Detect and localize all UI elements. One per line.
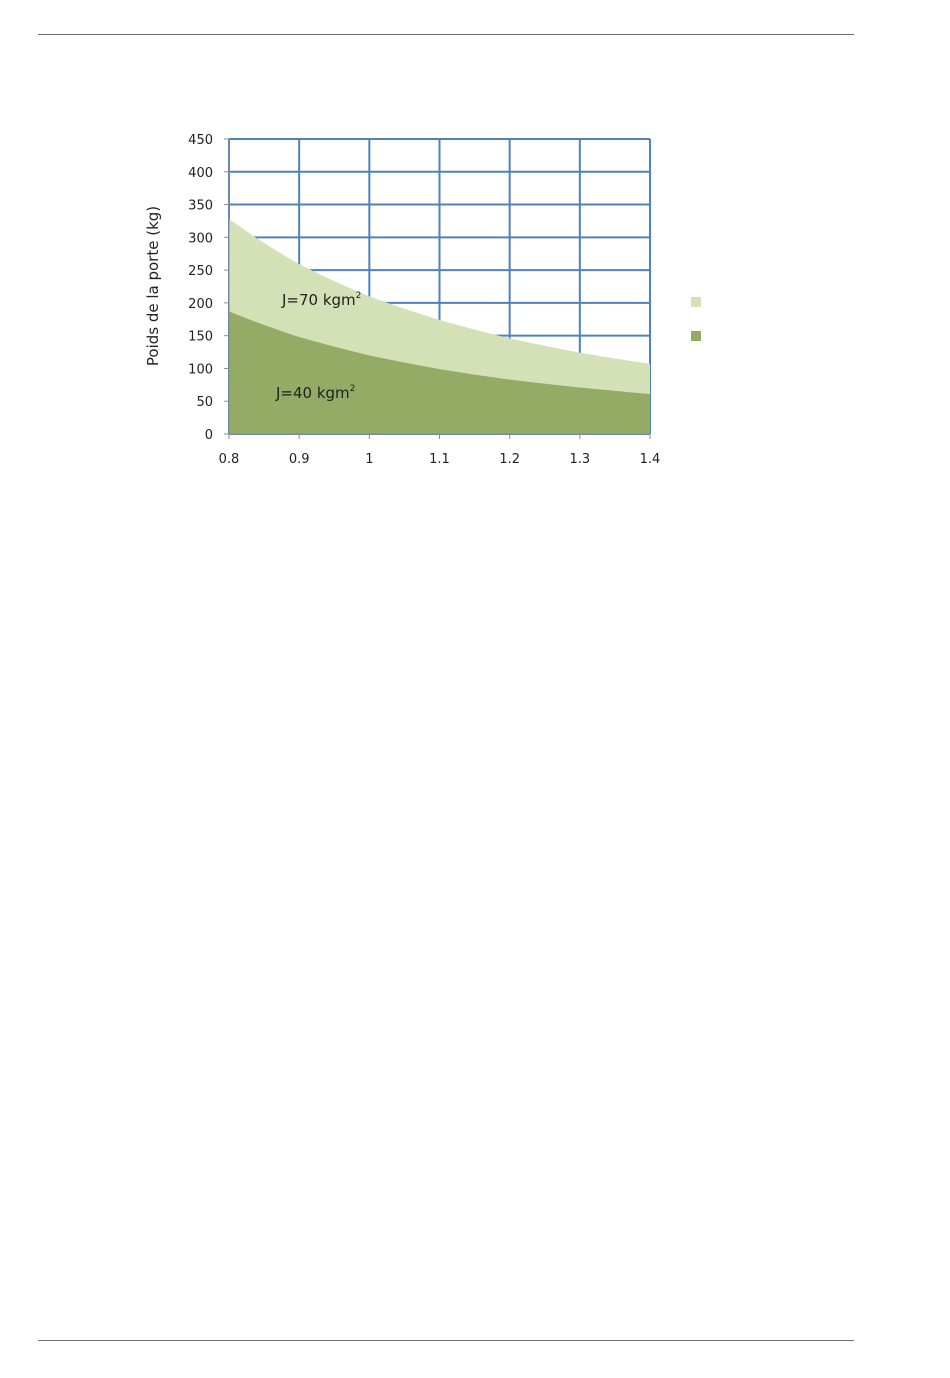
footer-rule — [38, 1340, 854, 1341]
y-tick-labels: 0 50 100 150 200 250 300 350 400 450 — [188, 133, 213, 443]
area-series-2 — [229, 311, 650, 434]
header-rule — [38, 34, 854, 35]
x-tick-label: 1.2 — [499, 452, 520, 467]
annotation-j70: J=70 kgm2 — [281, 291, 361, 309]
annotation-j40: J=40 kgm2 — [275, 384, 355, 402]
x-tick-label: 0.8 — [219, 452, 240, 467]
y-tick-label: 0 — [205, 428, 213, 443]
y-tick-label: 450 — [188, 133, 213, 148]
x-tick-label: 1.3 — [569, 452, 590, 467]
plot-areas — [229, 218, 650, 434]
x-tick-label: 0.9 — [289, 452, 310, 467]
y-tick-label: 150 — [188, 330, 213, 345]
x-tick-label: 1 — [365, 452, 373, 467]
x-tick-label: 1.4 — [640, 452, 661, 467]
y-tick-label: 100 — [188, 362, 213, 377]
legend — [691, 297, 701, 341]
x-tick-labels: 0.8 0.9 1 1.1 1.2 1.3 1.4 — [219, 452, 661, 467]
y-tick-label: 200 — [188, 297, 213, 312]
y-tick-label: 50 — [196, 395, 213, 410]
y-tick-label: 300 — [188, 231, 213, 246]
y-axis-label: Poids de la porte (kg) — [144, 206, 162, 366]
y-tick-label: 250 — [188, 264, 213, 279]
legend-swatch-1 — [691, 297, 701, 307]
y-tick-label: 350 — [188, 199, 213, 214]
x-tick-label: 1.1 — [429, 452, 450, 467]
y-tick-label: 400 — [188, 166, 213, 181]
axes — [224, 138, 651, 439]
legend-swatch-2 — [691, 331, 701, 341]
